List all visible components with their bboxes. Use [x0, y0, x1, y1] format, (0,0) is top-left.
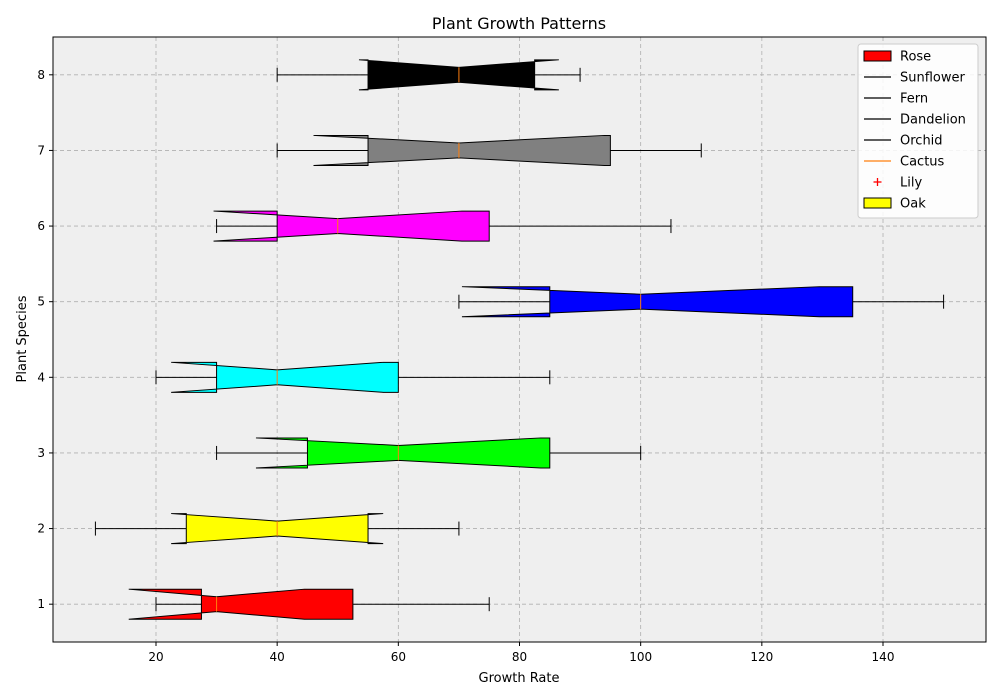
chart-title: Plant Growth Patterns — [432, 14, 606, 33]
x-tick-label: 20 — [148, 650, 163, 664]
plot-area: 20 40 60 80 100 120 140 1 2 3 4 5 6 7 8 — [37, 36, 987, 664]
y-tick-label: 2 — [37, 522, 45, 536]
legend-entry: Oak — [863, 197, 926, 212]
x-tick-label: 60 — [391, 650, 406, 664]
y-tick-label: 3 — [37, 446, 45, 460]
box — [213, 210, 490, 242]
legend-label: Lily — [900, 176, 922, 191]
legend-frame — [857, 43, 979, 219]
legend-entry: Rose — [863, 50, 931, 65]
legend-swatch — [863, 50, 892, 62]
y-tick-label: 5 — [37, 295, 45, 309]
y-tick-label: 7 — [37, 143, 45, 157]
legend-entry: Sunflower — [864, 71, 966, 86]
box-group — [94, 513, 460, 545]
x-tick-label: 40 — [270, 650, 285, 664]
box-group — [213, 210, 672, 242]
x-axis-label: Growth Rate — [479, 671, 560, 686]
x-tick-label: 140 — [872, 650, 895, 664]
box-group — [216, 437, 642, 469]
legend-label: Sunflower — [900, 71, 966, 86]
legend-label: Cactus — [900, 155, 945, 170]
legend-label: Rose — [900, 50, 931, 65]
legend-label: Orchid — [900, 134, 943, 149]
legend: Rose Sunflower Fern Dandelion Orchid Cactus Li… — [857, 43, 979, 219]
box — [128, 588, 354, 620]
box — [461, 286, 854, 318]
y-tick-label: 8 — [37, 68, 45, 82]
x-tick-label: 80 — [512, 650, 527, 664]
box-group — [276, 134, 702, 166]
box — [313, 134, 611, 166]
x-tick-label: 100 — [629, 650, 652, 664]
legend-entry: Fern — [864, 92, 928, 107]
box-group — [276, 59, 581, 91]
legend-label: Fern — [900, 92, 928, 107]
y-tick-label: 4 — [37, 370, 45, 384]
box — [255, 437, 551, 469]
y-axis-label: Plant Species — [15, 295, 30, 382]
box — [171, 361, 399, 393]
legend-entry: Orchid — [864, 134, 943, 149]
legend-swatch — [863, 197, 892, 209]
y-tick-label: 6 — [37, 219, 45, 233]
legend-entry: Lily — [873, 176, 922, 191]
legend-entry: Dandelion — [864, 113, 966, 128]
box-group — [128, 588, 490, 620]
legend-label: Oak — [900, 197, 926, 212]
box-group — [155, 361, 551, 393]
y-tick-label: 1 — [37, 597, 45, 611]
legend-label: Dandelion — [900, 113, 966, 128]
legend-entry: Cactus — [864, 155, 945, 170]
x-tick-label: 120 — [750, 650, 773, 664]
box-group — [458, 286, 945, 318]
